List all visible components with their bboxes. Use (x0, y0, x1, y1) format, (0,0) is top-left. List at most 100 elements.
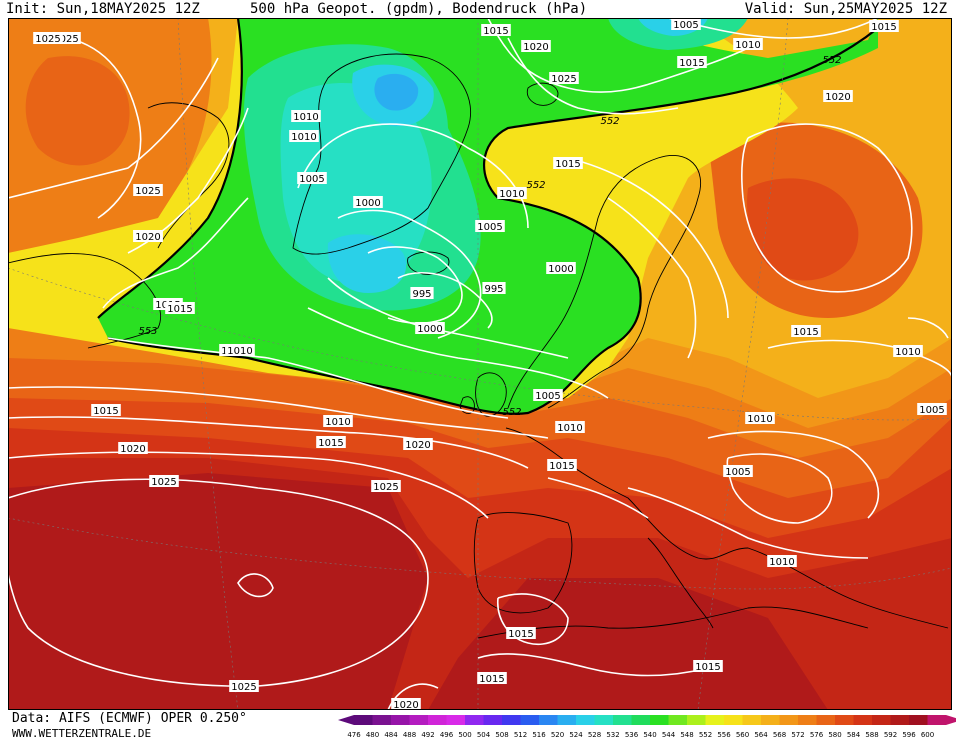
isobar-label-1015-arctic: 1015 (869, 20, 899, 33)
isobar-label-1015-ne: 1015 (677, 56, 707, 69)
isobar-label-text: 1020 (523, 42, 548, 53)
isobar-label-1005-davis: 1005 (297, 172, 327, 185)
map-title: 500 hPa Geopot. (gpdm), Bodendruck (hPa) (250, 1, 588, 17)
isobar-label-box (767, 555, 797, 567)
isobar-label-1015-atlantic-e: 1015 (316, 436, 346, 449)
colorbar-segment (631, 715, 650, 725)
map-header: Init: Sun,18MAY2025 12Z 500 hPa Geopot. … (0, 0, 959, 18)
contour-552 (97, 18, 879, 415)
isobar-label-1000-south: 1000 (415, 322, 445, 335)
colorbar-tick-label: 480 (366, 731, 379, 739)
isobar-label-box (415, 322, 445, 334)
isobar-label-text: 1010 (769, 557, 794, 568)
scandinavia-coast (507, 154, 702, 409)
isobar-label-box (33, 32, 63, 44)
isobar-label-1015-sahara: 1015 (693, 660, 723, 673)
isobar-label-text: 1010 (557, 423, 582, 434)
colorbar-segment (927, 715, 946, 725)
isobar-label-text: 1000 (548, 264, 573, 275)
colorbar-segment (853, 715, 872, 725)
colorbar-tick-label: 484 (384, 731, 398, 739)
isobar-label-box (353, 196, 383, 208)
colorbar-segment (705, 715, 724, 725)
colorbar-tick-label: 536 (625, 731, 639, 739)
isobar-label-1010-atlantic-w: 1010 (225, 344, 255, 357)
fill-580-east (747, 178, 859, 281)
isobar-label-box (521, 40, 551, 52)
colorbar-segment (372, 715, 391, 725)
isobar-label-1000-low: 1000 (353, 196, 383, 209)
isobar-label-text: 1015 (871, 22, 896, 33)
isobar-label-text: 1010 (227, 346, 252, 357)
isobar-label-1015-atlantic: 1015 (91, 404, 121, 417)
isobar-label-1020-bottom: 1020 (391, 698, 421, 710)
isobar-label-box (549, 72, 579, 84)
svalbard-coast (526, 82, 559, 106)
isobar-label-box (371, 480, 401, 492)
isobar-label-box (149, 475, 179, 487)
isobar-label-text: 995 (412, 289, 431, 300)
colorbar-segment (409, 715, 428, 725)
isobar-label-text: 1010 (499, 189, 524, 200)
isobar-label-1010-russia: 1010 (893, 345, 923, 358)
isobar-label-box (323, 415, 353, 427)
isobar-label-box (791, 325, 821, 337)
isobar-label-1025-top: 1025 (549, 72, 579, 85)
colorbar-tick-label: 500 (458, 731, 471, 739)
isobar-label-box (533, 389, 563, 401)
weather-map: 1025102510201015101010101005100099599510… (8, 18, 952, 710)
isobar-label-box (823, 90, 853, 102)
colorbar-segment (502, 715, 521, 725)
map-canvas: 1025102510201015101010101005100099599510… (8, 18, 952, 710)
isobar-label-text: 1005 (299, 174, 324, 185)
isobar-label-box (546, 262, 576, 274)
isobar-label-text: 1005 (477, 222, 502, 233)
isobar-label-box (410, 287, 434, 299)
fill-572-nw (25, 56, 130, 166)
isobar-label-1020-hudson: 1020 (133, 230, 163, 243)
isobar-label-1015-morocco: 1015 (477, 672, 507, 685)
isobar-label-box (289, 130, 319, 142)
isobar-label-1020-russia: 1020 (823, 90, 853, 103)
isobar-label-1020-top: 1020 (521, 40, 551, 53)
colorbar-tick-label: 532 (606, 731, 619, 739)
isobars (8, 18, 952, 710)
iceland-coast (407, 251, 450, 275)
isobar-label-text: 1020 (825, 92, 850, 103)
colorbar-tick-label: 556 (717, 731, 731, 739)
colorbar-segment (687, 715, 706, 725)
height-label-552-south: 552 (502, 407, 521, 418)
isobar-label-box (893, 345, 923, 357)
isobar-label-1005-low: 1005 (475, 220, 505, 233)
isobar-label-text: 1010 (293, 112, 318, 123)
isobar-label-box (291, 110, 321, 122)
isobar-label-1025-hudson: 1025 (33, 32, 63, 45)
colorbar-tick-label: 588 (865, 731, 878, 739)
isobar-label-text: 1015 (508, 629, 533, 640)
valid-time: Valid: Sun,25MAY2025 12Z (744, 1, 947, 17)
colorbar-segment (557, 715, 576, 725)
isobar-label-1025-greenland: 1025 (133, 184, 163, 197)
isobar-label-text: 1020 (405, 440, 430, 451)
colorbar-tick-label: 540 (643, 731, 656, 739)
isobar-label-1025-atlantic-s: 1025 (229, 680, 259, 693)
colorbar-tick-label: 568 (773, 731, 786, 739)
isobar-label-1015-norway: 1015 (553, 157, 583, 170)
colorbar-segment (779, 715, 798, 725)
isobar-label-1005-northsea: 1005 (533, 389, 563, 402)
isobar-label-1010-med: 1010 (767, 555, 797, 568)
isobar-label-text: 1005 (919, 405, 944, 416)
colorbar-tick-label: 524 (569, 731, 583, 739)
isobar-label-text: 1025 (551, 74, 576, 85)
isobar-label-text: 1015 (549, 461, 574, 472)
isobar-label-text: 1020 (393, 700, 418, 710)
colorbar-segment (428, 715, 447, 725)
isobar-label-box (917, 403, 947, 415)
isobar-label-box (547, 459, 577, 471)
isobar-label-box (497, 187, 527, 199)
colorbar-tick-label: 596 (902, 731, 916, 739)
isobar-label-1025-atlantic-e: 1025 (371, 480, 401, 493)
colorbar-tick-label: 496 (440, 731, 454, 739)
colorbar-segment (872, 715, 891, 725)
isobar-label-1005-balkans: 1005 (723, 465, 753, 478)
